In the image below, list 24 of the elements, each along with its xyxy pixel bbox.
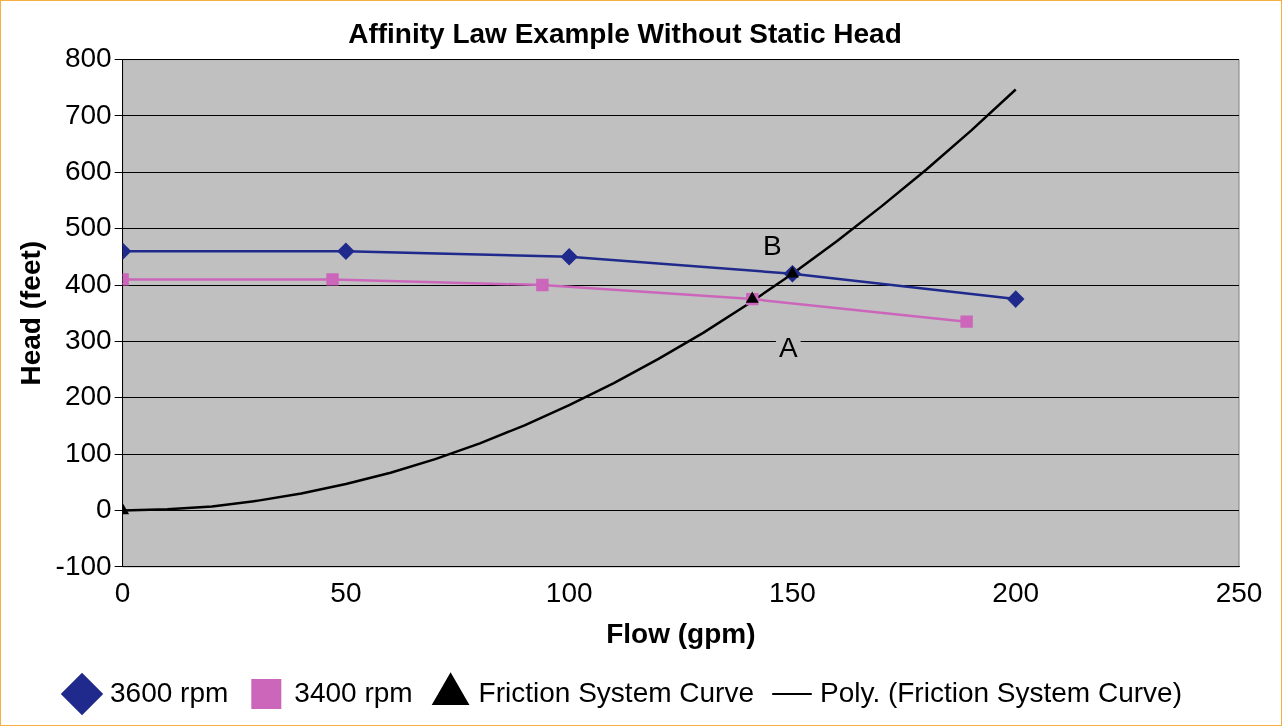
y-axis-title: Head (feet) xyxy=(14,240,46,386)
annotation: B xyxy=(763,230,782,262)
x-tick-label: 50 xyxy=(330,577,362,609)
y-tick-label: 500 xyxy=(64,211,112,243)
chart-title: Affinity Law Example Without Static Head xyxy=(348,17,902,49)
annotation: A xyxy=(778,331,798,363)
y-tick-label: -100 xyxy=(55,549,112,581)
y-tick-label: 800 xyxy=(64,42,112,74)
legend-label: Poly. (Friction System Curve) xyxy=(819,676,1182,708)
x-tick-label: 150 xyxy=(769,577,816,609)
legend-label: 3400 rpm xyxy=(294,676,413,708)
legend-label: Friction System Curve xyxy=(478,676,754,708)
y-tick-label: 300 xyxy=(64,324,112,356)
x-axis-title: Flow (gpm) xyxy=(606,617,756,649)
legend-label: 3600 rpm xyxy=(110,676,229,708)
x-tick-label: 200 xyxy=(992,577,1040,609)
y-tick-label: 100 xyxy=(64,436,112,468)
x-tick-label: 100 xyxy=(545,577,593,609)
x-tick-label: 250 xyxy=(1215,577,1263,609)
y-tick-label: 200 xyxy=(64,380,112,412)
y-tick-label: 0 xyxy=(96,493,112,525)
y-tick-label: 400 xyxy=(64,267,112,299)
y-tick-label: 600 xyxy=(64,155,112,187)
y-tick-label: 700 xyxy=(64,98,112,130)
